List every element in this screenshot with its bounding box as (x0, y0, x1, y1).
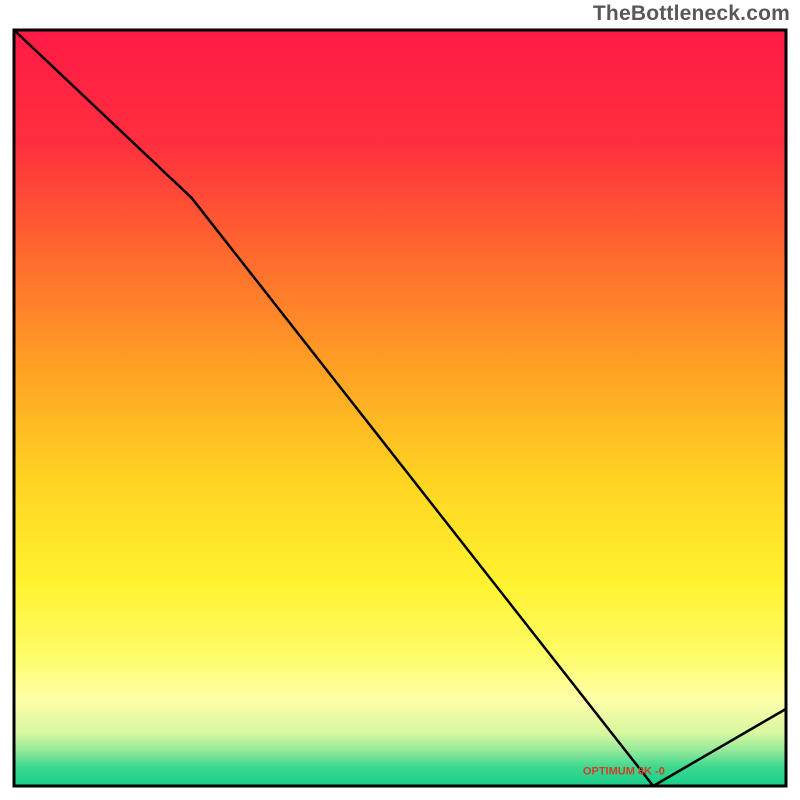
gradient-background (14, 30, 786, 786)
chart-svg: OPTIMUM 8K -0 (0, 0, 800, 800)
optimum-label: OPTIMUM 8K -0 (583, 766, 665, 778)
watermark-text: TheBottleneck.com (593, 2, 790, 26)
chart-container: OPTIMUM 8K -0 TheBottleneck.com (0, 0, 800, 800)
